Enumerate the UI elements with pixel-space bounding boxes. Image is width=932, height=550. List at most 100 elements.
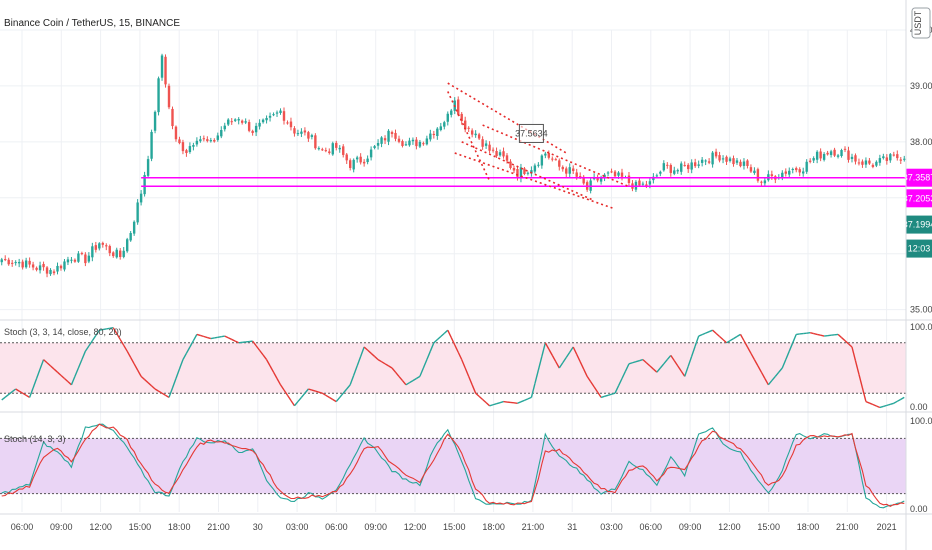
stoch1-k-segment bbox=[429, 342, 435, 352]
candle-body bbox=[812, 158, 815, 161]
stoch1-k-segment bbox=[854, 360, 860, 375]
stoch1-k-segment bbox=[617, 378, 623, 387]
candle-body bbox=[676, 170, 679, 172]
candle-body bbox=[195, 140, 199, 145]
candle-body bbox=[265, 117, 268, 121]
candle-body bbox=[178, 139, 181, 144]
candle-body bbox=[59, 265, 63, 269]
candle-body bbox=[516, 169, 519, 177]
stoch2-title: Stoch (14, 3, 3) bbox=[4, 434, 66, 444]
stoch1-k-segment bbox=[272, 371, 278, 379]
annotation-label: 37.5634 bbox=[515, 128, 548, 138]
stoch1-k-segment bbox=[398, 375, 404, 382]
candle-body bbox=[31, 264, 35, 268]
candle-body bbox=[251, 130, 254, 133]
stoch1-k-segment bbox=[335, 396, 341, 403]
stoch1-k-segment bbox=[88, 340, 93, 347]
candle-body bbox=[335, 142, 338, 148]
candle-body bbox=[122, 250, 125, 257]
stoch1-k-segment bbox=[478, 395, 484, 401]
candle-body bbox=[889, 154, 892, 161]
candle-body bbox=[119, 250, 122, 258]
candle-body bbox=[366, 158, 369, 163]
stoch1-k-segment bbox=[879, 405, 884, 409]
time-axis-label: 21:00 bbox=[836, 522, 859, 532]
stoch1-k-segment bbox=[792, 334, 797, 344]
candle-body bbox=[871, 164, 875, 167]
time-axis-label: 15:00 bbox=[443, 522, 466, 532]
stoch1-k-segment bbox=[524, 398, 529, 401]
time-axis-label: 09:00 bbox=[679, 522, 702, 532]
annotation-box[interactable] bbox=[518, 123, 544, 143]
candle-body bbox=[530, 170, 533, 174]
price-tag bbox=[906, 189, 932, 208]
stoch1-k-segment bbox=[200, 334, 205, 338]
candle-body bbox=[202, 138, 206, 140]
stoch-axis-label: 100.00 bbox=[910, 416, 932, 426]
stoch1-k-segment bbox=[207, 336, 212, 340]
stoch1-k-segment bbox=[116, 333, 121, 340]
stoch1-k-segment bbox=[461, 359, 466, 369]
stoch-axis-label: 0.00 bbox=[910, 402, 928, 412]
stoch1-k-segment bbox=[99, 328, 103, 331]
candle-body bbox=[847, 150, 850, 160]
stoch1-k-segment bbox=[649, 365, 654, 370]
candle-body bbox=[572, 168, 575, 171]
stoch1-k-segment bbox=[147, 382, 153, 387]
candle-body bbox=[645, 184, 648, 186]
candle-body bbox=[477, 134, 481, 139]
stoch1-k-segment bbox=[35, 368, 41, 379]
candle-body bbox=[101, 242, 104, 245]
candle-body bbox=[275, 112, 279, 114]
candle-body bbox=[739, 161, 742, 167]
stoch1-k-segment bbox=[161, 392, 166, 396]
channel-line-inner-lower[interactable] bbox=[461, 141, 595, 202]
candle-body bbox=[896, 154, 899, 159]
candle-body bbox=[192, 145, 195, 147]
candle-body bbox=[610, 171, 613, 173]
candle-body bbox=[387, 130, 390, 142]
stoch1-k-segment bbox=[252, 340, 257, 347]
stoch1-k-segment bbox=[743, 340, 749, 348]
stoch1-k-segment bbox=[810, 332, 814, 335]
candle-body bbox=[56, 265, 59, 272]
time-axis-label: 18:00 bbox=[168, 522, 191, 532]
stoch1-k-segment bbox=[621, 370, 627, 379]
stoch1-k-segment bbox=[394, 371, 400, 377]
stoch1-k-segment bbox=[499, 400, 504, 404]
stoch1-k-segment bbox=[39, 359, 45, 370]
candle-body bbox=[732, 158, 735, 165]
stoch1-k-segment bbox=[816, 333, 821, 336]
time-axis-label: 03:00 bbox=[600, 522, 623, 532]
candle-body bbox=[146, 159, 150, 176]
candle-body bbox=[582, 176, 585, 184]
currency-badge[interactable] bbox=[911, 7, 931, 39]
drawings[interactable]: 37.5634 bbox=[141, 82, 906, 210]
candle-body bbox=[544, 153, 547, 156]
stoch-axis-label: 100.00 bbox=[910, 322, 932, 332]
price-series[interactable] bbox=[0, 53, 906, 278]
candle-body bbox=[627, 175, 631, 183]
stoch1-k-segment bbox=[137, 369, 142, 377]
candle-body bbox=[805, 161, 808, 172]
stoch1-k-segment bbox=[8, 391, 13, 396]
stoch1-k-segment bbox=[447, 329, 452, 338]
channel-line-lower[interactable] bbox=[454, 152, 616, 210]
stoch1-k-segment bbox=[475, 392, 480, 397]
channel-line-inner-upper[interactable] bbox=[482, 124, 630, 188]
candle-body bbox=[45, 267, 49, 274]
stoch1-k-segment bbox=[67, 381, 72, 386]
stoch1-k-segment bbox=[785, 350, 790, 360]
stoch1-k-segment bbox=[15, 388, 20, 392]
candle-body bbox=[338, 147, 341, 150]
stoch1-k-segment bbox=[11, 388, 17, 393]
channel-line-left-edge[interactable] bbox=[447, 91, 491, 182]
stoch1-k-segment bbox=[196, 333, 201, 337]
stoch1-k-segment bbox=[304, 388, 309, 394]
candle-body bbox=[167, 85, 171, 108]
stoch1-k-segment bbox=[300, 392, 306, 398]
stoch1-k-segment bbox=[297, 396, 302, 403]
stoch1-k-segment bbox=[374, 355, 379, 361]
stoch1-k-segment bbox=[746, 346, 752, 354]
